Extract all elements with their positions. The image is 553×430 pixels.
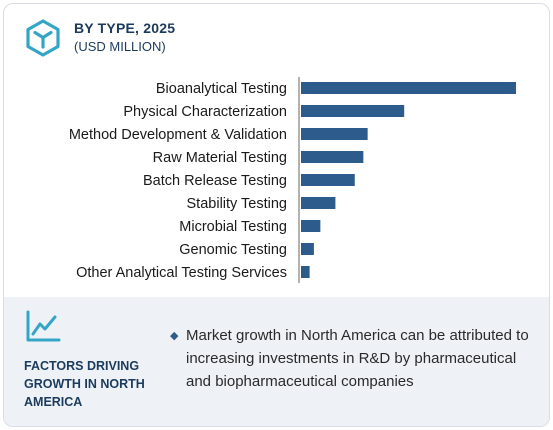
bar: [301, 128, 368, 140]
bar-chart: Bioanalytical Testing Physical Characteri…: [69, 77, 516, 283]
category-label: Other Analytical Testing Services: [76, 265, 287, 281]
bar: [301, 174, 355, 186]
chart-title: BY TYPE, 2025: [74, 20, 176, 36]
bar: [301, 105, 405, 117]
trend-line-icon: [26, 310, 61, 342]
category-label: Batch Release Testing: [143, 173, 287, 189]
bar: [301, 220, 321, 232]
category-label: Genomic Testing: [179, 242, 287, 258]
chart-card: BY TYPE, 2025 (USD MILLION) Bioanalytica…: [3, 3, 550, 427]
bar: [301, 197, 336, 209]
factor-text: Market growth in North America can be at…: [186, 327, 529, 390]
chart-subtitle: (USD MILLION): [74, 39, 166, 54]
category-label: Raw Material Testing: [153, 150, 287, 166]
category-label: Method Development & Validation: [69, 127, 287, 143]
factors-panel: FACTORS DRIVING GROWTH IN NORTH AMERICA …: [4, 297, 549, 426]
category-label: Stability Testing: [187, 196, 287, 212]
bar: [301, 243, 314, 255]
category-label: Bioanalytical Testing: [156, 81, 287, 97]
cube-icon: [26, 19, 60, 57]
category-label: Microbial Testing: [179, 219, 287, 235]
factors-title: FACTORS DRIVING GROWTH IN NORTH AMERICA: [24, 359, 145, 409]
bar: [301, 266, 310, 278]
bar: [301, 82, 516, 94]
bar: [301, 151, 364, 163]
diamond-bullet-icon: ◆: [170, 330, 179, 342]
category-label: Physical Characterization: [123, 104, 287, 120]
